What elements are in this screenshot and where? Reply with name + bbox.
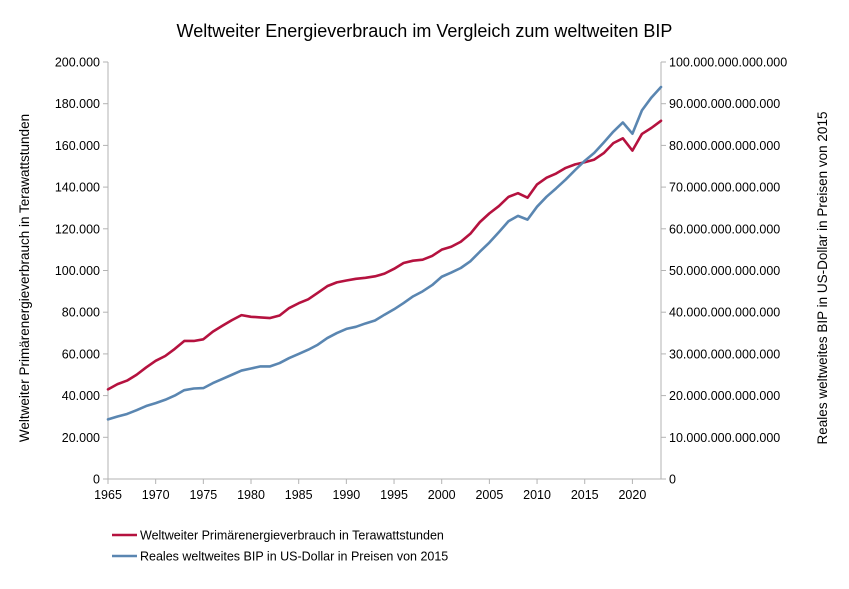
legend-label-energy: Weltweiter Primärenergieverbrauch in Ter… [140, 529, 444, 543]
x-tick-label: 1985 [285, 488, 313, 502]
gdp-line [106, 85, 663, 421]
x-tick-label: 2010 [523, 488, 551, 502]
right-y-tick-label: 80.000.000.000.000 [669, 139, 780, 153]
left-y-axis-ticks: 0 20.000 40.000 60.000 80.000 100.000 120.000 1… [55, 56, 108, 487]
left-y-tick-label: 140.000 [55, 181, 100, 195]
legend: Weltweiter Primärenergieverbrauch in Ter… [112, 529, 448, 564]
right-y-tick-label: 20.000.000.000.000 [669, 389, 780, 403]
left-y-tick-label: 160.000 [55, 139, 100, 153]
x-tick-label: 1965 [94, 488, 122, 502]
right-y-tick-label: 60.000.000.000.000 [669, 222, 780, 236]
right-y-tick-label: 10.000.000.000.000 [669, 431, 780, 445]
right-y-axis-ticks: 0 10.000.000.000.000 20.000.000.000.000 30.… [661, 56, 787, 487]
left-y-tick-label: 20.000 [62, 431, 100, 445]
right-y-tick-label: 70.000.000.000.000 [669, 181, 780, 195]
series-lines [106, 85, 663, 421]
right-y-tick-label: 100.000.000.000.000 [669, 56, 787, 70]
x-tick-label: 1990 [332, 488, 360, 502]
left-y-axis-label: Weltweiter Primärenergieverbrauch in Ter… [17, 114, 32, 442]
right-y-tick-label: 50.000.000.000.000 [669, 264, 780, 278]
left-y-tick-label: 60.000 [62, 347, 100, 361]
left-y-tick-label: 100.000 [55, 264, 100, 278]
right-y-tick-label: 90.000.000.000.000 [669, 97, 780, 111]
axes [107, 62, 662, 480]
right-y-tick-label: 0 [669, 473, 676, 487]
left-y-tick-label: 0 [93, 473, 100, 487]
x-tick-label: 2005 [475, 488, 503, 502]
energy-consumption-line [106, 119, 663, 391]
left-y-tick-label: 80.000 [62, 306, 100, 320]
x-tick-label: 1995 [380, 488, 408, 502]
x-tick-label: 1970 [142, 488, 170, 502]
x-tick-label: 2000 [428, 488, 456, 502]
left-y-tick-label: 200.000 [55, 56, 100, 70]
right-y-tick-label: 40.000.000.000.000 [669, 306, 780, 320]
x-axis-ticks: 1965 1970 1975 1980 1985 1990 1995 2000 2005 2010… [94, 479, 646, 502]
x-tick-label: 1975 [189, 488, 217, 502]
x-tick-label: 2015 [571, 488, 599, 502]
chart-title: Weltweiter Energieverbrauch im Vergleich… [177, 21, 673, 41]
legend-label-gdp: Reales weltweites BIP in US-Dollar in Pr… [140, 550, 448, 564]
x-tick-label: 2020 [618, 488, 646, 502]
left-y-tick-label: 40.000 [62, 389, 100, 403]
right-y-tick-label: 30.000.000.000.000 [669, 347, 780, 361]
left-y-tick-label: 180.000 [55, 97, 100, 111]
right-y-axis-label: Reales weltweites BIP in US-Dollar in Pr… [815, 112, 830, 445]
left-y-tick-label: 120.000 [55, 222, 100, 236]
x-tick-label: 1980 [237, 488, 265, 502]
